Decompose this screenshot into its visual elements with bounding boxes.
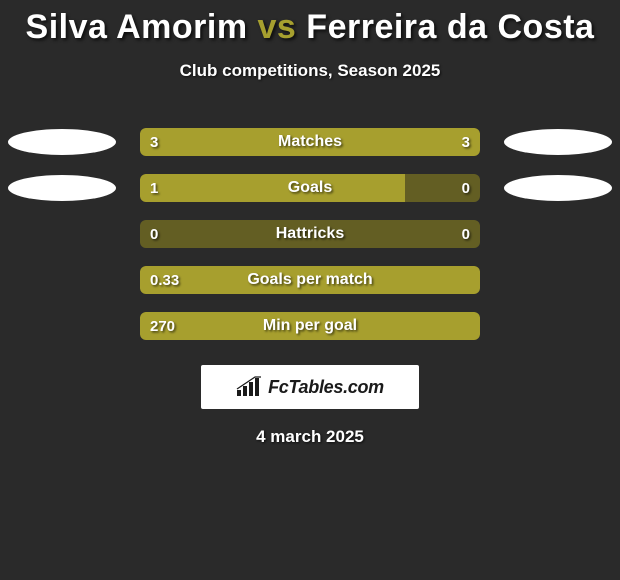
stat-label: Hattricks xyxy=(140,225,480,243)
stat-row: 0.33 Goals per match xyxy=(0,257,620,303)
left-ellipse xyxy=(8,129,116,155)
stat-right-value: 3 xyxy=(462,134,470,151)
title-player1: Silva Amorim xyxy=(26,8,248,46)
stat-row: 3 Matches 3 xyxy=(0,119,620,165)
bar-chart-icon xyxy=(236,376,262,398)
title-vs: vs xyxy=(258,8,297,46)
stat-bar-matches: 3 Matches 3 xyxy=(140,128,480,156)
comparison-card: Silva Amorim vs Ferreira da Costa Club c… xyxy=(0,0,620,580)
stat-row: 1 Goals 0 xyxy=(0,165,620,211)
subtitle: Club competitions, Season 2025 xyxy=(0,61,620,81)
stat-label: Matches xyxy=(140,133,480,151)
stat-right-value: 0 xyxy=(462,226,470,243)
branding-badge: FcTables.com xyxy=(201,365,419,409)
right-ellipse xyxy=(504,175,612,201)
left-ellipse xyxy=(8,175,116,201)
stat-right-value: 0 xyxy=(462,180,470,197)
stat-bar-goals-per-match: 0.33 Goals per match xyxy=(140,266,480,294)
stat-label: Goals per match xyxy=(140,271,480,289)
stat-row: 270 Min per goal xyxy=(0,303,620,349)
stat-bar-hattricks: 0 Hattricks 0 xyxy=(140,220,480,248)
stats-rows: 3 Matches 3 1 Goals 0 0 Hattricks 0 xyxy=(0,119,620,349)
branding-text: FcTables.com xyxy=(268,377,384,398)
stat-label: Goals xyxy=(140,179,480,197)
stat-bar-min-per-goal: 270 Min per goal xyxy=(140,312,480,340)
date-text: 4 march 2025 xyxy=(0,427,620,447)
right-ellipse xyxy=(504,129,612,155)
stat-label: Min per goal xyxy=(140,317,480,335)
stat-row: 0 Hattricks 0 xyxy=(0,211,620,257)
stat-bar-goals: 1 Goals 0 xyxy=(140,174,480,202)
title-player2: Ferreira da Costa xyxy=(306,8,594,46)
title: Silva Amorim vs Ferreira da Costa xyxy=(0,0,620,47)
